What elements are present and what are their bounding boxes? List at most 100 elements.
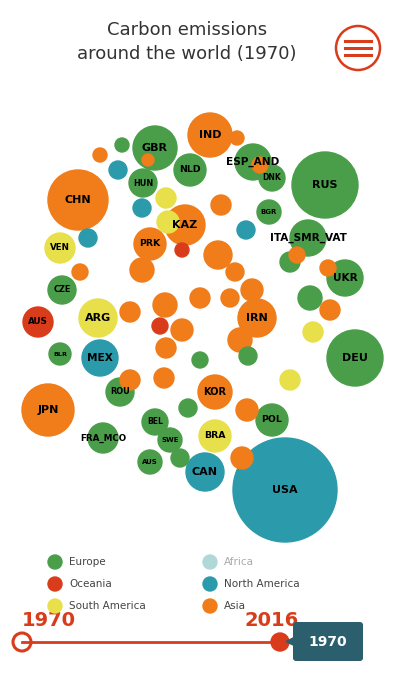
- Text: North America: North America: [224, 579, 300, 589]
- Circle shape: [158, 428, 182, 452]
- Circle shape: [115, 138, 129, 152]
- Circle shape: [237, 221, 255, 239]
- Text: RUS: RUS: [312, 180, 338, 190]
- Circle shape: [238, 299, 276, 337]
- Text: ARG: ARG: [85, 313, 111, 323]
- Circle shape: [130, 258, 154, 282]
- Text: DNK: DNK: [263, 173, 281, 183]
- Circle shape: [228, 328, 252, 352]
- Text: KAZ: KAZ: [172, 220, 198, 230]
- Text: SWE: SWE: [161, 437, 179, 443]
- Text: IND: IND: [199, 130, 221, 140]
- Text: AUS: AUS: [28, 317, 48, 326]
- Text: MEX: MEX: [87, 353, 113, 363]
- Text: ITA_SMR_VAT: ITA_SMR_VAT: [269, 233, 346, 243]
- Circle shape: [320, 300, 340, 320]
- Circle shape: [79, 299, 117, 337]
- Circle shape: [257, 200, 281, 224]
- Text: BLR: BLR: [53, 352, 67, 357]
- Circle shape: [236, 399, 258, 421]
- Circle shape: [48, 577, 62, 591]
- Circle shape: [120, 302, 140, 322]
- Circle shape: [211, 195, 231, 215]
- Circle shape: [142, 409, 168, 435]
- Circle shape: [171, 449, 189, 467]
- Circle shape: [289, 247, 305, 263]
- Text: IRN: IRN: [246, 313, 268, 323]
- Circle shape: [106, 378, 134, 406]
- Text: NLD: NLD: [179, 166, 201, 175]
- Circle shape: [48, 599, 62, 613]
- Text: HUN: HUN: [133, 179, 153, 187]
- Circle shape: [226, 263, 244, 281]
- Circle shape: [82, 340, 118, 376]
- Circle shape: [79, 229, 97, 247]
- Circle shape: [157, 211, 179, 233]
- Circle shape: [109, 161, 127, 179]
- Circle shape: [241, 279, 263, 301]
- Text: CHN: CHN: [65, 195, 91, 205]
- Circle shape: [133, 199, 151, 217]
- Text: KOR: KOR: [203, 387, 226, 397]
- Circle shape: [120, 370, 140, 390]
- Text: DEU: DEU: [342, 353, 368, 363]
- Text: AUS: AUS: [142, 459, 158, 465]
- Text: Africa: Africa: [224, 557, 254, 567]
- Circle shape: [175, 243, 189, 257]
- Circle shape: [192, 352, 208, 368]
- Circle shape: [45, 233, 75, 263]
- Text: Carbon emissions
around the world (1970): Carbon emissions around the world (1970): [77, 21, 297, 63]
- Circle shape: [72, 264, 88, 280]
- Circle shape: [186, 453, 224, 491]
- Circle shape: [153, 293, 177, 317]
- Text: FRA_MCO: FRA_MCO: [80, 433, 126, 443]
- Circle shape: [292, 152, 358, 218]
- Circle shape: [204, 241, 232, 269]
- Text: BEL: BEL: [147, 417, 163, 427]
- Circle shape: [233, 438, 337, 542]
- Circle shape: [199, 420, 231, 452]
- Circle shape: [156, 338, 176, 358]
- Circle shape: [156, 188, 176, 208]
- Circle shape: [203, 555, 217, 569]
- Text: Europe: Europe: [69, 557, 105, 567]
- FancyBboxPatch shape: [293, 622, 363, 661]
- Circle shape: [203, 577, 217, 591]
- Circle shape: [48, 555, 62, 569]
- Circle shape: [188, 113, 232, 157]
- Text: 1970: 1970: [309, 634, 347, 648]
- Text: ROU: ROU: [110, 388, 130, 396]
- Circle shape: [93, 148, 107, 162]
- Text: GBR: GBR: [142, 143, 168, 153]
- Circle shape: [290, 220, 326, 256]
- Text: South America: South America: [69, 601, 146, 611]
- Circle shape: [230, 131, 244, 145]
- Circle shape: [221, 289, 239, 307]
- Circle shape: [171, 319, 193, 341]
- Text: 2016: 2016: [245, 611, 299, 630]
- Circle shape: [239, 347, 257, 365]
- Circle shape: [327, 330, 383, 386]
- Circle shape: [142, 154, 154, 166]
- Circle shape: [190, 288, 210, 308]
- Text: BRA: BRA: [204, 431, 226, 441]
- Circle shape: [280, 252, 300, 272]
- Circle shape: [231, 447, 253, 469]
- Circle shape: [138, 450, 162, 474]
- Circle shape: [179, 399, 197, 417]
- Circle shape: [271, 633, 289, 651]
- Text: ESP_AND: ESP_AND: [226, 157, 280, 167]
- Text: PRK: PRK: [139, 239, 161, 249]
- Circle shape: [320, 260, 336, 276]
- Circle shape: [22, 384, 74, 436]
- Polygon shape: [286, 636, 296, 646]
- Circle shape: [303, 322, 323, 342]
- Text: USA: USA: [272, 485, 298, 495]
- Circle shape: [327, 260, 363, 296]
- Circle shape: [134, 228, 166, 260]
- Circle shape: [298, 286, 322, 310]
- Circle shape: [49, 343, 71, 365]
- Text: Oceania: Oceania: [69, 579, 112, 589]
- Text: BGR: BGR: [261, 209, 277, 215]
- Circle shape: [23, 307, 53, 337]
